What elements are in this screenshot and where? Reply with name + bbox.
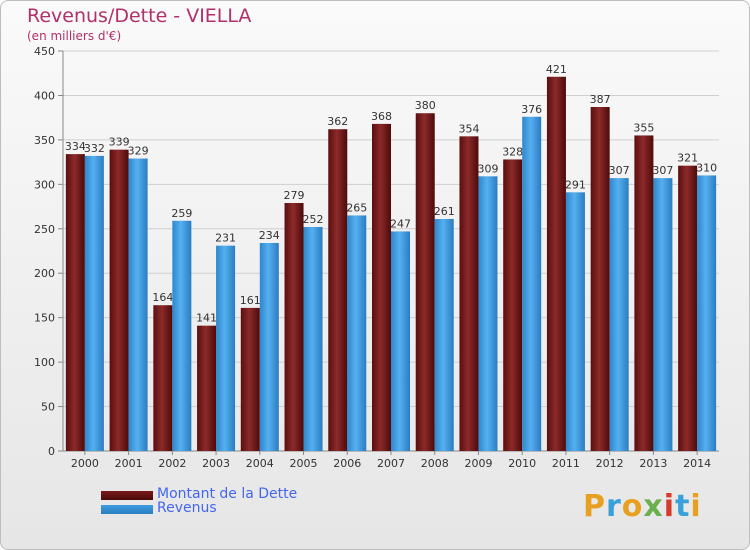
x-tick-label: 2001 — [115, 457, 143, 470]
y-tick-label: 50 — [41, 401, 55, 414]
chart-subtitle: (en milliers d'€) — [27, 29, 122, 43]
data-label-dette: 354 — [458, 122, 479, 135]
bar-revenus — [172, 220, 192, 451]
bar-dette — [153, 305, 173, 451]
bar-dette — [109, 149, 129, 451]
legend-label-revenus: Revenus — [157, 500, 217, 516]
bar-revenus — [216, 245, 236, 451]
data-label-dette: 334 — [65, 140, 86, 153]
x-tick-label: 2004 — [246, 457, 274, 470]
y-tick-label: 100 — [34, 356, 55, 369]
y-tick-label: 250 — [34, 223, 55, 236]
data-label-revenus: 332 — [84, 142, 105, 155]
y-tick-label: 0 — [48, 445, 55, 458]
chart-title: Revenus/Dette - VIELLA — [27, 5, 252, 27]
bar-revenus — [565, 192, 585, 452]
x-tick-label: 2000 — [71, 457, 99, 470]
bar-revenus — [128, 158, 148, 452]
y-tick-label: 450 — [34, 45, 55, 58]
data-label-revenus: 291 — [565, 178, 586, 191]
bar-revenus — [347, 215, 367, 451]
x-tick-label: 2006 — [333, 457, 361, 470]
legend-label-dette: Montant de la Dette — [157, 486, 298, 502]
bar-dette — [372, 123, 391, 451]
data-label-dette: 421 — [546, 63, 567, 76]
y-tick-label: 350 — [34, 134, 55, 147]
data-label-dette: 321 — [677, 152, 698, 165]
data-label-dette: 362 — [327, 115, 348, 128]
data-label-revenus: 252 — [303, 213, 324, 226]
y-tick-label: 150 — [34, 312, 55, 325]
bar-dette — [328, 129, 348, 451]
bar-revenus — [259, 243, 279, 451]
bar-revenus — [653, 178, 673, 451]
bar-revenus — [609, 178, 629, 451]
data-label-dette: 368 — [371, 110, 392, 123]
bar-revenus — [84, 155, 104, 451]
data-label-revenus: 261 — [434, 205, 455, 218]
data-label-revenus: 307 — [609, 164, 630, 177]
bar-dette — [678, 165, 698, 451]
data-label-revenus: 234 — [259, 229, 280, 242]
bar-dette — [415, 113, 435, 451]
bar-revenus — [478, 176, 498, 452]
bar-revenus — [303, 227, 323, 451]
x-tick-label: 2008 — [421, 457, 449, 470]
data-label-dette: 339 — [109, 136, 130, 149]
bar-revenus — [522, 116, 542, 452]
data-label-dette: 141 — [196, 312, 217, 325]
data-label-revenus: 310 — [696, 161, 717, 174]
x-tick-label: 2002 — [158, 457, 186, 470]
data-label-dette: 387 — [590, 93, 611, 106]
x-tick-label: 2011 — [552, 457, 580, 470]
bar-dette — [284, 203, 304, 451]
data-label-dette: 279 — [284, 189, 305, 202]
bar-dette — [459, 136, 479, 452]
data-label-revenus: 329 — [128, 145, 149, 158]
bar-dette — [546, 76, 566, 452]
bar-dette — [197, 325, 217, 451]
bar-revenus — [697, 175, 717, 451]
x-tick-label: 2003 — [202, 457, 230, 470]
x-tick-label: 2010 — [508, 457, 536, 470]
y-tick-label: 300 — [34, 178, 55, 191]
data-label-revenus: 309 — [477, 162, 498, 175]
x-tick-label: 2013 — [639, 457, 667, 470]
x-tick-label: 2014 — [683, 457, 711, 470]
proxiti-logo: Proxiti — [583, 489, 702, 524]
data-label-revenus: 265 — [346, 201, 367, 214]
legend-swatch-revenus — [101, 505, 153, 514]
data-label-revenus: 307 — [652, 164, 673, 177]
data-label-dette: 328 — [502, 145, 523, 158]
bar-revenus — [391, 231, 410, 451]
x-tick-label: 2012 — [596, 457, 624, 470]
data-label-revenus: 231 — [215, 232, 236, 245]
data-label-revenus: 376 — [521, 103, 542, 116]
data-label-dette: 355 — [633, 121, 654, 134]
bar-dette — [590, 107, 610, 451]
x-tick-label: 2007 — [377, 457, 405, 470]
data-label-revenus: 259 — [171, 207, 192, 220]
y-tick-label: 400 — [34, 89, 55, 102]
data-label-dette: 380 — [415, 99, 436, 112]
bar-dette — [503, 159, 523, 451]
bar-dette — [65, 154, 85, 451]
bar-dette — [240, 307, 260, 451]
x-tick-label: 2009 — [464, 457, 492, 470]
bar-revenus — [434, 219, 454, 451]
data-label-revenus: 247 — [390, 217, 411, 230]
data-label-dette: 161 — [240, 294, 261, 307]
bar-dette — [634, 135, 654, 451]
x-tick-label: 2005 — [290, 457, 318, 470]
legend-swatch-dette — [101, 491, 153, 500]
data-label-dette: 164 — [152, 291, 173, 304]
y-tick-label: 200 — [34, 267, 55, 280]
